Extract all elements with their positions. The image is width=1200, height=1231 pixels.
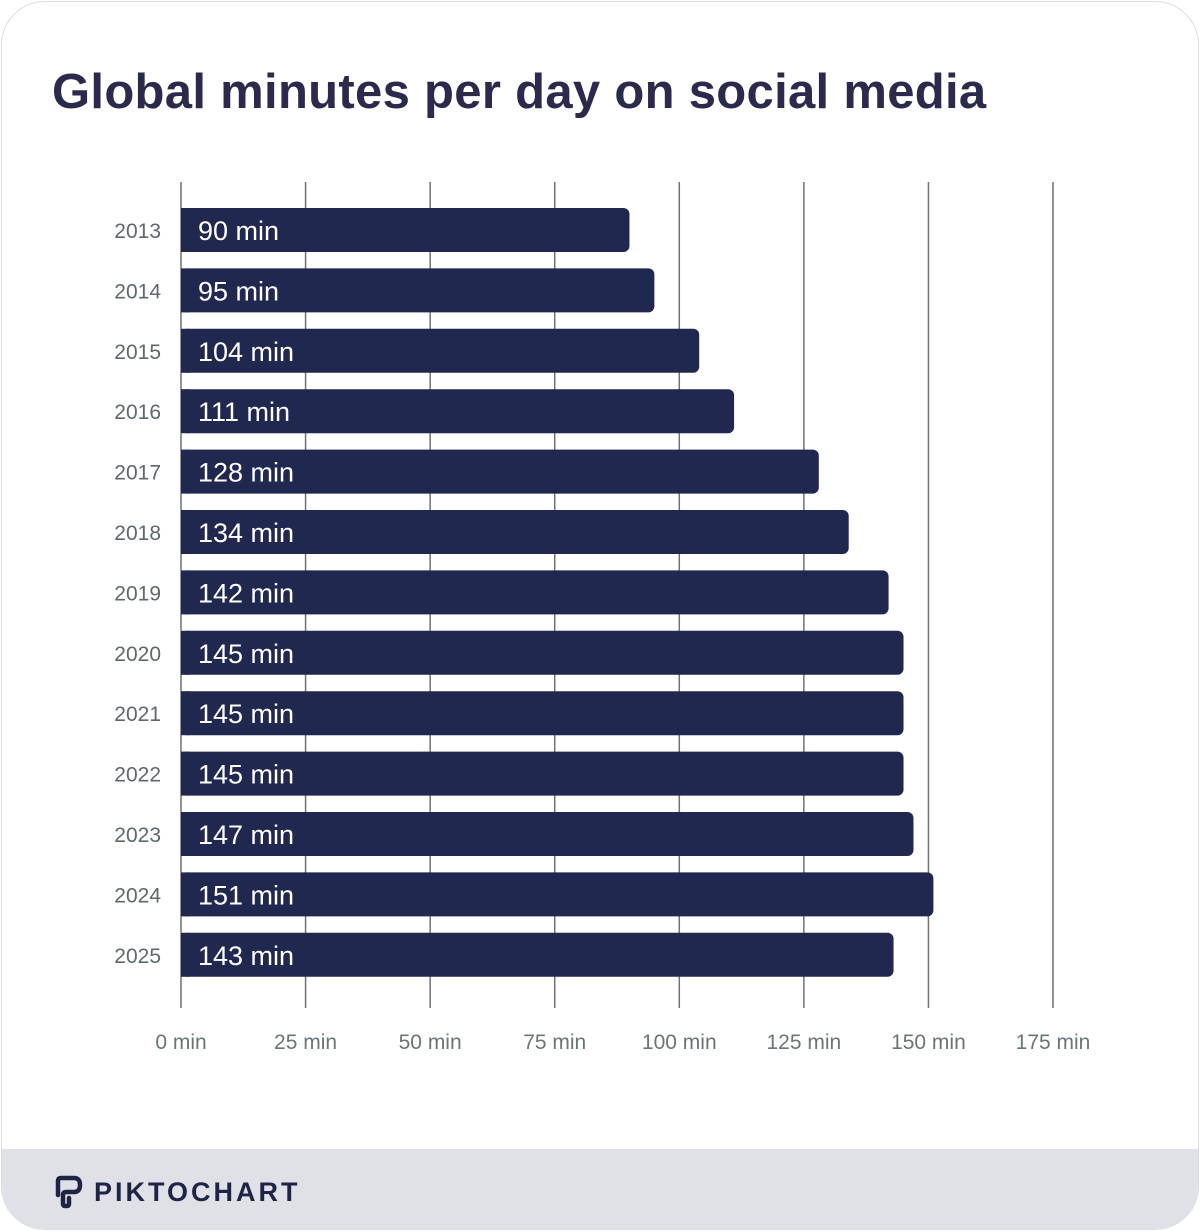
bar-left-edge xyxy=(181,691,189,736)
bar-left-edge xyxy=(181,510,189,554)
data-label: 142 min xyxy=(198,578,294,608)
y-tick-label: 2015 xyxy=(114,341,161,364)
x-tick-label: 150 min xyxy=(891,1031,966,1054)
bar-left-edge xyxy=(181,268,189,313)
bar-left-edge xyxy=(181,389,189,434)
y-tick-label: 2016 xyxy=(114,401,161,424)
y-tick-label: 2014 xyxy=(114,280,161,303)
data-label: 151 min xyxy=(198,880,294,910)
data-label: 90 min xyxy=(198,216,279,246)
piktochart-logo: PIKTOCHART xyxy=(54,1175,301,1209)
y-tick-label: 2023 xyxy=(114,824,161,847)
bar-left-edge xyxy=(181,872,189,917)
y-tick-label: 2024 xyxy=(114,884,161,907)
bar-left-edge xyxy=(181,812,189,856)
data-label: 134 min xyxy=(198,518,294,548)
x-tick-label: 0 min xyxy=(155,1031,206,1054)
bar-left-edge xyxy=(181,328,189,373)
data-label: 111 min xyxy=(198,397,290,427)
data-label: 145 min xyxy=(198,699,294,729)
bar-left-edge xyxy=(181,932,189,977)
y-tick-label: 2021 xyxy=(114,703,161,726)
bar-chart: 0 min 25 min 50 min 75 min 100 min 125 min 150… xyxy=(114,182,1091,1054)
bar xyxy=(181,328,700,373)
x-tick-label: 25 min xyxy=(274,1031,337,1054)
data-label: 95 min xyxy=(198,276,279,306)
brand-name: PIKTOCHART xyxy=(94,1176,301,1207)
y-tick-label: 2017 xyxy=(114,462,161,485)
bar-left-edge xyxy=(181,751,189,796)
x-tick-label: 125 min xyxy=(766,1031,841,1054)
bar-left-edge xyxy=(181,630,189,675)
bar xyxy=(181,932,894,977)
y-tick-label: 2020 xyxy=(114,643,161,666)
x-tick-label: 175 min xyxy=(1016,1031,1091,1054)
y-tick-label: 2013 xyxy=(114,220,161,243)
y-tick-label: 2018 xyxy=(114,522,161,545)
piktochart-logo-icon xyxy=(55,1175,83,1209)
x-tick-label: 50 min xyxy=(399,1031,462,1054)
bar xyxy=(181,208,630,252)
bar xyxy=(181,630,904,675)
data-label: 143 min xyxy=(198,941,294,971)
bar xyxy=(181,691,904,736)
y-tick-label: 2019 xyxy=(114,582,161,605)
bar-left-edge xyxy=(181,570,189,615)
x-tick-label: 75 min xyxy=(523,1031,586,1054)
data-label: 145 min xyxy=(198,760,294,790)
x-tick-label: 100 min xyxy=(642,1031,717,1054)
bar xyxy=(181,751,904,796)
data-label: 128 min xyxy=(198,458,294,488)
chart-title: Global minutes per day on social media xyxy=(52,65,987,119)
data-label: 147 min xyxy=(198,820,294,850)
data-label: 145 min xyxy=(198,639,294,669)
footer: PIKTOCHART xyxy=(2,1149,1198,1229)
data-label: 104 min xyxy=(198,337,294,367)
bar xyxy=(181,812,914,856)
bar xyxy=(181,872,934,917)
bar-left-edge xyxy=(181,208,189,252)
bar xyxy=(181,570,889,615)
bar xyxy=(181,510,849,554)
bar xyxy=(181,268,655,313)
y-tick-label: 2022 xyxy=(114,764,161,787)
y-tick-label: 2025 xyxy=(114,945,161,968)
bar xyxy=(181,389,735,434)
bar-left-edge xyxy=(181,449,189,494)
bar xyxy=(181,449,819,494)
